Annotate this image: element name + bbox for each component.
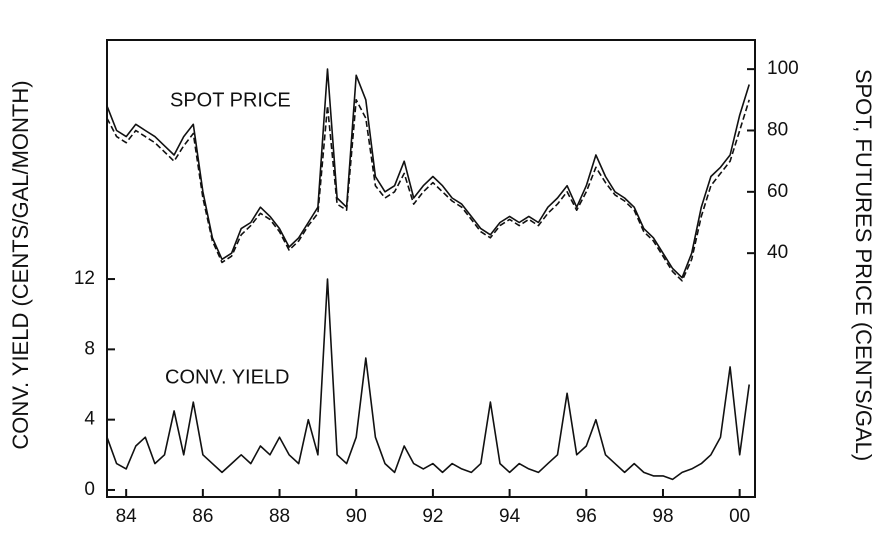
x-tick-label: 86	[192, 506, 213, 527]
x-tick-label: 92	[422, 506, 443, 527]
series-line	[106, 278, 750, 481]
y2-tick-label: 40	[767, 242, 788, 263]
x-tick-label: 98	[652, 506, 673, 527]
y-tick-label: 0	[84, 479, 95, 500]
y-tick-label: 8	[84, 338, 95, 359]
x-tick-label: 00	[729, 506, 750, 527]
y-tick-label: 4	[84, 409, 95, 430]
x-tick-label: 88	[269, 506, 290, 527]
series-annotation: SPOT PRICE	[170, 89, 291, 111]
y2-tick-label: 60	[767, 181, 788, 202]
y2-axis-label: SPOT, FUTURES PRICE (CENTS/GAL)	[851, 69, 876, 461]
x-tick-label: 94	[499, 506, 521, 527]
series-annotation: CONV. YIELD	[165, 366, 290, 388]
x-tick-label: 84	[116, 506, 138, 527]
y-tick-label: 12	[74, 268, 95, 289]
series-line	[106, 99, 750, 282]
series-line	[106, 68, 750, 279]
plot-frame	[106, 39, 756, 498]
y-axis-label: CONV. YIELD (CENTS/GAL/MONTH)	[8, 80, 33, 449]
x-tick-label: 90	[346, 506, 367, 527]
y2-tick-label: 80	[767, 119, 788, 140]
y2-tick-label: 100	[767, 58, 799, 79]
x-tick-label: 96	[576, 506, 597, 527]
